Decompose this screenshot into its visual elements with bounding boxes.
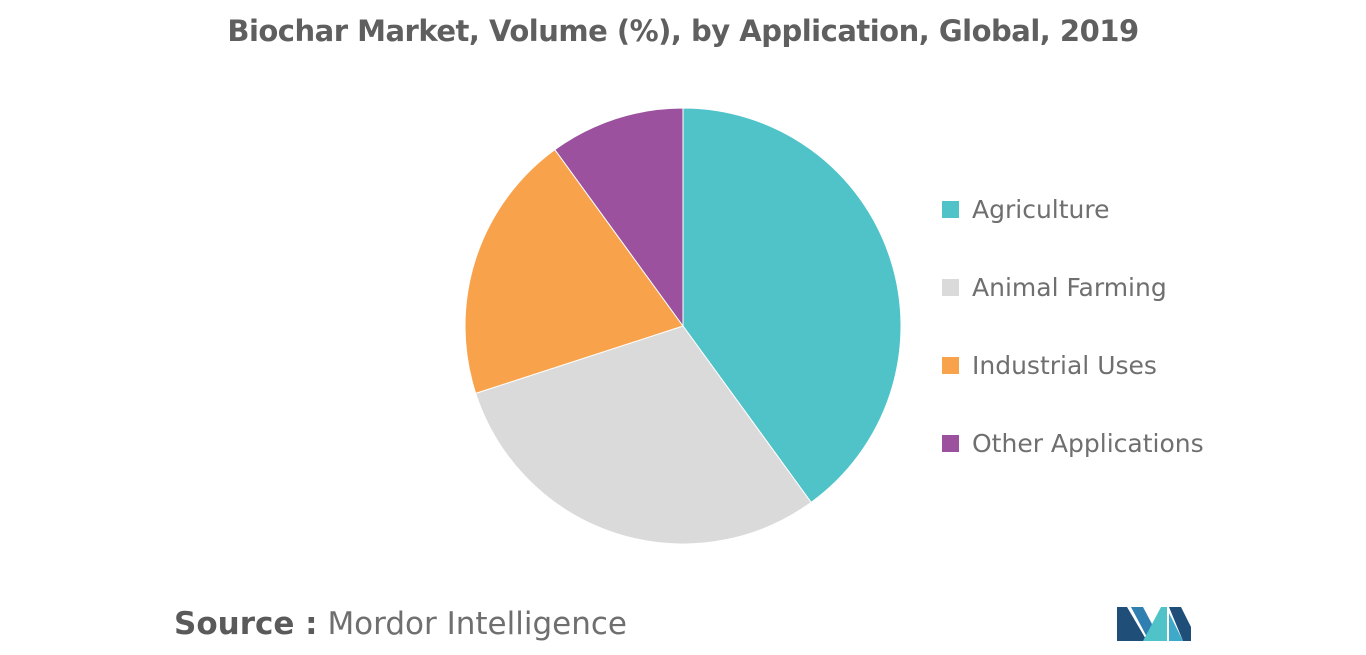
chart-legend: Agriculture Animal Farming Industrial Us… (942, 190, 1204, 502)
legend-label-animal-farming: Animal Farming (972, 273, 1167, 302)
pie-slice-other-applications (554, 107, 684, 328)
pie-slice-industrial-uses (464, 148, 684, 394)
logo-shape-left (1117, 607, 1147, 641)
legend-label-industrial-uses: Industrial Uses (972, 351, 1157, 380)
legend-label-other-applications: Other Applications (972, 429, 1204, 458)
legend-swatch-other-applications (942, 435, 959, 452)
legend-item-other-applications: Other Applications (942, 424, 1204, 463)
legend-swatch-industrial-uses (942, 357, 959, 374)
mordor-intelligence-logo (1117, 607, 1191, 641)
legend-swatch-animal-farming (942, 279, 959, 296)
legend-item-industrial-uses: Industrial Uses (942, 346, 1204, 385)
legend-label-agriculture: Agriculture (972, 195, 1110, 224)
logo-shape-right-light (1169, 613, 1183, 641)
pie-slice-animal-farming (475, 325, 812, 545)
legend-swatch-agriculture (942, 201, 959, 218)
pie-slice-agriculture (682, 107, 902, 504)
logo-shape-right-dark (1169, 607, 1191, 641)
source-note: Source : Mordor Intelligence (174, 606, 627, 642)
chart-title: Biochar Market, Volume (%), by Applicati… (227, 14, 1139, 48)
legend-item-agriculture: Agriculture (942, 190, 1204, 229)
source-name: Mordor Intelligence (327, 606, 627, 642)
logo-shape-mid-light (1143, 607, 1167, 641)
legend-item-animal-farming: Animal Farming (942, 268, 1204, 307)
source-prefix: Source : (174, 606, 318, 642)
